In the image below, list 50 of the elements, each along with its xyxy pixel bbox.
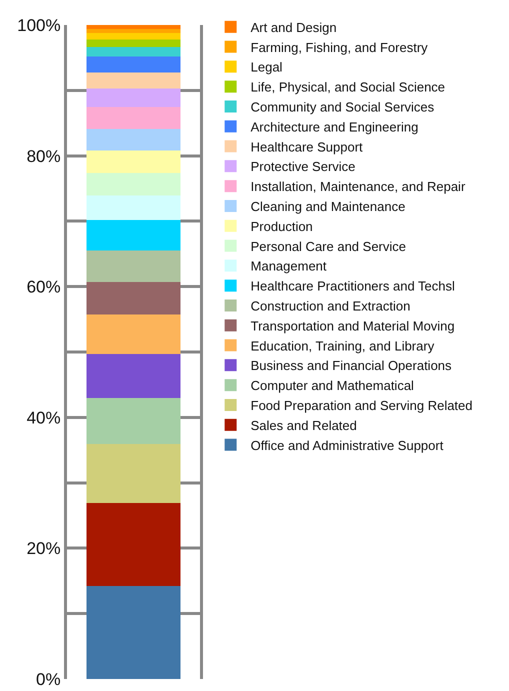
legend-label: Transportation and Material Moving bbox=[250, 318, 455, 334]
legend-label: Life, Physical, and Social Science bbox=[250, 80, 446, 95]
bar bbox=[86, 72, 181, 88]
legend-label: Personal Care and Service bbox=[250, 238, 406, 254]
bar bbox=[86, 314, 181, 354]
legend-label: Food Preparation and Serving Related bbox=[250, 398, 473, 414]
bar bbox=[86, 220, 181, 251]
legend-label: Office and Administrative Support bbox=[250, 438, 444, 453]
bar bbox=[86, 586, 181, 679]
bar bbox=[86, 150, 181, 173]
legend-label: Education, Training, and Library bbox=[250, 338, 435, 354]
legend-label: Architecture and Engineering bbox=[250, 119, 418, 134]
y-tick-label: 100% bbox=[17, 16, 61, 35]
legend-label: Protective Service bbox=[250, 159, 356, 174]
legend-label: Healthcare Support bbox=[250, 139, 364, 154]
legend-label: Management bbox=[250, 258, 327, 274]
y-tick-label: 20% bbox=[26, 539, 61, 558]
bar bbox=[86, 503, 181, 586]
bar bbox=[86, 28, 181, 33]
legend-label: Community and Social Services bbox=[250, 100, 435, 115]
y-tick-label: 40% bbox=[26, 408, 61, 428]
y-tick-label: 0% bbox=[36, 670, 61, 689]
bar bbox=[86, 47, 181, 56]
legend-label: Cleaning and Maintenance bbox=[250, 199, 406, 214]
legend-label: Legal bbox=[250, 60, 283, 75]
y-tick-label: 60% bbox=[26, 278, 61, 297]
bar bbox=[86, 398, 181, 444]
bar bbox=[86, 39, 181, 48]
legend-label: Art and Design bbox=[250, 20, 337, 35]
legend-label: Computer and Mathematical bbox=[250, 378, 414, 394]
bar bbox=[86, 444, 181, 504]
bar bbox=[86, 250, 181, 282]
legend-label: Business and Financial Operations bbox=[250, 358, 452, 374]
bar bbox=[86, 354, 181, 398]
legend-label: Healthcare Practitioners and Techsl bbox=[250, 278, 456, 294]
bar bbox=[86, 282, 181, 315]
legend-label: Construction and Extraction bbox=[250, 298, 410, 314]
legend-label: Production bbox=[250, 218, 313, 234]
bar bbox=[86, 172, 181, 196]
bar bbox=[86, 25, 181, 29]
y-tick-label: 80% bbox=[26, 146, 61, 166]
bar bbox=[86, 196, 181, 220]
bar bbox=[86, 88, 181, 107]
bar bbox=[86, 56, 181, 73]
legend-label: Farming, Fishing, and Forestry bbox=[250, 40, 428, 55]
bar bbox=[86, 128, 181, 151]
legend-label: Sales and Related bbox=[250, 418, 357, 433]
bar bbox=[86, 106, 181, 129]
legend-label: Installation, Maintenance, and Repair bbox=[250, 179, 466, 194]
bar bbox=[86, 32, 181, 40]
